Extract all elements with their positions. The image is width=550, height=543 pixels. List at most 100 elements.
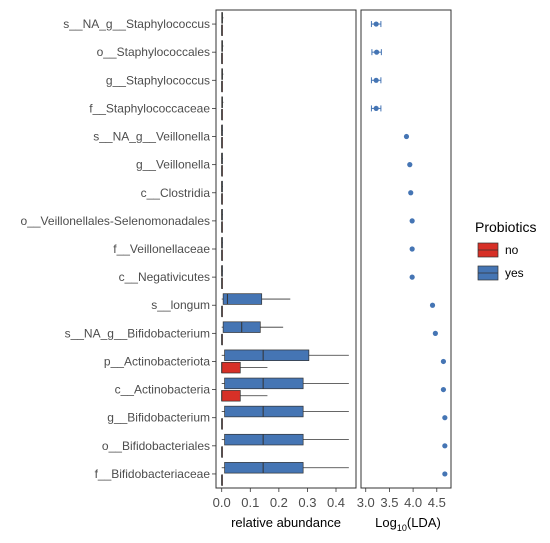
lda-axis-title-subscript: 10 [397,523,407,533]
category-label: p__Actinobacteriota [104,354,210,368]
legend-label-yes: yes [505,266,524,280]
lda-point [409,274,415,280]
lda-point [374,49,380,55]
box-body [224,349,310,361]
box-yes [221,349,349,361]
box-yes [221,433,349,446]
category-label: g__Bifidobacterium [107,411,210,425]
box-no [221,446,223,458]
box-no [221,390,268,402]
lda-point-group [371,49,382,56]
lda-point-group [409,274,415,280]
abundance-boxplots [221,12,349,486]
abundance-x-tick-label: 0.2 [270,495,288,510]
box-body [222,293,263,305]
box-yes [221,12,224,24]
lda-point-group [440,358,447,365]
lda-x-tick-label: 3.0 [357,495,375,510]
category-label: f__Bifidobacteriaceae [95,467,211,481]
box-no [221,80,223,93]
lda-point [407,162,413,168]
box-no [221,474,223,486]
lda-point-group [442,471,448,477]
lda-point [429,302,436,308]
lda-point-group [432,330,438,336]
category-label: o__Bifidobacteriales [102,439,210,453]
box-no [221,52,223,65]
box-no [221,137,223,149]
abundance-x-tick-label: 0.3 [298,495,316,510]
lda-x-tick-label: 3.5 [380,495,398,510]
box-yes [221,68,224,80]
category-label: g__Staphylococcus [106,73,210,87]
lda-points [370,21,448,477]
lda-x-tick-label: 4.5 [428,495,446,510]
lda-point [440,386,447,393]
category-label: c__Actinobacteria [115,383,211,397]
box-yes [221,321,284,333]
lda-panel-frame [360,9,452,489]
abundance-x-tick-label: 0.0 [213,495,231,510]
lda-axis-title-suffix: (LDA) [407,515,441,530]
box-body [221,361,241,374]
legend-label-no: no [505,243,519,257]
lda-point-group [442,443,448,449]
box-yes [221,462,349,474]
box-body [221,390,241,402]
category-labels: s__NA_g__Staphylococcus o__Staphylococcal… [21,17,216,481]
box-body [224,405,304,418]
lda-x-tick-label: 4.0 [404,495,422,510]
lda-point [373,77,379,83]
lda-point-group [409,246,415,252]
lda-point-group [403,133,410,140]
box-no [221,193,223,205]
box-no [221,249,223,261]
legend-item-yes: yes [477,265,524,281]
category-label: c__Negativicutes [119,270,210,284]
lda-point-group [370,105,382,112]
lda-point-group [409,218,415,224]
lda-point-group [370,77,382,84]
lda-point [409,218,415,224]
box-yes [221,293,291,305]
box-no [221,418,223,430]
category-label: s__NA_g__Veillonella [93,130,210,144]
category-label: f__Veillonellaceae [113,242,210,256]
category-label: c__Clostridia [141,186,211,200]
box-yes [221,405,349,418]
category-label: s__longum [151,298,210,312]
box-body [224,433,304,446]
lda-point-group [440,386,447,393]
box-yes [221,265,223,277]
category-label: o__Staphylococcales [97,45,210,59]
box-no [221,24,223,36]
category-label: s__NA_g__Bifidobacterium [65,326,210,340]
box-yes [221,40,224,52]
box-no [221,165,223,177]
box-no [221,333,223,346]
category-label: s__NA_g__Staphylococcus [63,17,210,31]
abundance-x-tick-label: 0.4 [327,495,345,510]
lda-point [442,471,448,477]
category-label: o__Veillonellales-Selenomonadales [21,214,210,228]
lda-point [409,246,415,252]
lda-point [403,133,410,140]
abundance-x-tick-label: 0.1 [241,495,259,510]
lda-point [442,443,448,449]
lda-x-axis: 3.0 3.5 4.0 4.5 [357,488,446,510]
lda-axis-title: Log10(LDA) [375,515,441,533]
lda-point [440,358,447,365]
lda-point-group [442,415,448,421]
category-label: g__Veillonella [136,158,210,172]
category-label: f__Staphylococcaceae [89,101,210,115]
box-no [221,108,223,121]
lda-point-group [429,302,436,308]
lda-point-group [408,190,414,196]
legend-item-no: no [477,242,519,258]
box-yes [221,152,223,165]
box-yes [221,180,223,193]
box-no [221,221,223,233]
lda-point [373,105,379,112]
lda-axis-title-prefix: Log [375,515,397,530]
lda-point-group [407,162,413,168]
